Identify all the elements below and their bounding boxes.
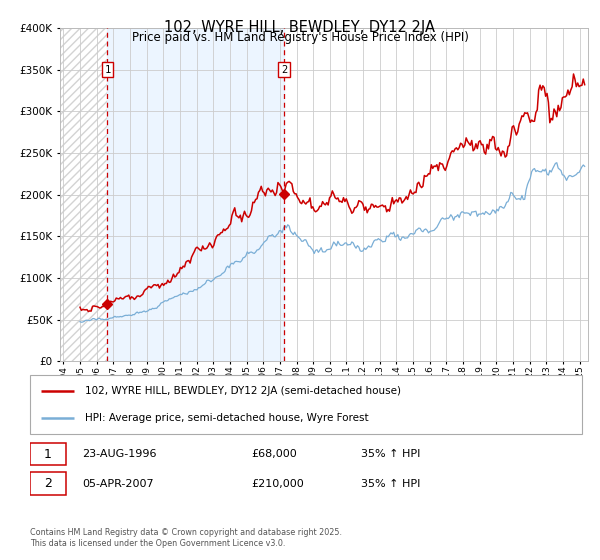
Text: 2: 2 <box>281 64 287 74</box>
Bar <box>60 28 107 361</box>
Text: Contains HM Land Registry data © Crown copyright and database right 2025.
This d: Contains HM Land Registry data © Crown c… <box>30 528 342 548</box>
Text: Price paid vs. HM Land Registry's House Price Index (HPI): Price paid vs. HM Land Registry's House … <box>131 31 469 44</box>
Text: 102, WYRE HILL, BEWDLEY, DY12 2JA (semi-detached house): 102, WYRE HILL, BEWDLEY, DY12 2JA (semi-… <box>85 386 401 396</box>
Text: 102, WYRE HILL, BEWDLEY, DY12 2JA: 102, WYRE HILL, BEWDLEY, DY12 2JA <box>164 20 436 35</box>
Text: 1: 1 <box>104 64 110 74</box>
Text: 35% ↑ HPI: 35% ↑ HPI <box>361 479 421 489</box>
FancyBboxPatch shape <box>30 473 66 495</box>
Bar <box>107 28 284 361</box>
Text: 2: 2 <box>44 477 52 490</box>
Text: 35% ↑ HPI: 35% ↑ HPI <box>361 449 421 459</box>
Text: HPI: Average price, semi-detached house, Wyre Forest: HPI: Average price, semi-detached house,… <box>85 413 369 423</box>
FancyBboxPatch shape <box>30 375 582 434</box>
Bar <box>60 28 107 361</box>
FancyBboxPatch shape <box>30 443 66 465</box>
Text: 23-AUG-1996: 23-AUG-1996 <box>82 449 157 459</box>
Text: 05-APR-2007: 05-APR-2007 <box>82 479 154 489</box>
Text: £210,000: £210,000 <box>251 479 304 489</box>
Text: £68,000: £68,000 <box>251 449 296 459</box>
Text: 1: 1 <box>44 447 52 461</box>
